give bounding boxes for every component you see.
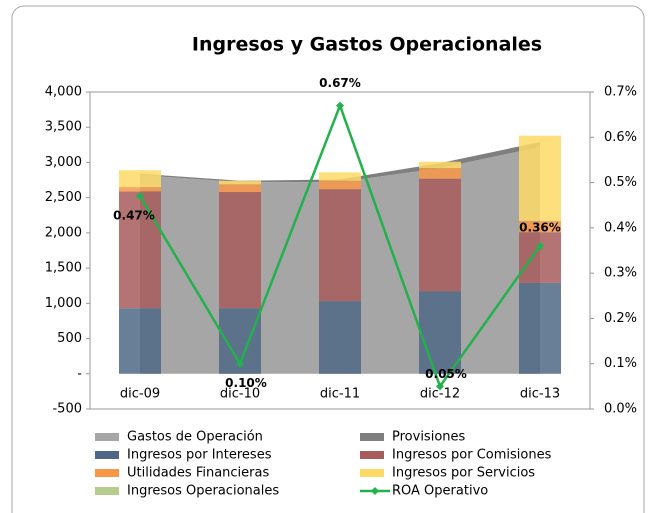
bar bbox=[419, 168, 461, 179]
legend-label: Ingresos por Intereses bbox=[127, 448, 272, 463]
bar bbox=[419, 178, 461, 292]
y-tick-label: 1,000 bbox=[45, 296, 82, 311]
data-label: 0.47% bbox=[113, 209, 155, 223]
y2-tick-label: 0.5% bbox=[604, 175, 637, 190]
line-marker bbox=[436, 382, 444, 391]
legend-label: Ingresos por Comisiones bbox=[392, 448, 552, 463]
y-tick-label: 3,500 bbox=[45, 120, 82, 135]
y-tick-label: 500 bbox=[57, 331, 82, 346]
legend-label: Ingresos Operacionales bbox=[127, 484, 279, 499]
legend-swatch bbox=[360, 433, 384, 441]
data-label: 0.05% bbox=[425, 367, 467, 381]
bar bbox=[319, 180, 361, 190]
bar bbox=[519, 282, 561, 374]
y2-tick-label: 0.3% bbox=[604, 266, 637, 281]
legend-swatch bbox=[360, 451, 384, 459]
legend-label: Gastos de Operación bbox=[127, 430, 263, 445]
y-tick-label: - bbox=[77, 366, 82, 381]
chart-title: Ingresos y Gastos Operacionales bbox=[192, 34, 542, 56]
y2-tick-label: 0.2% bbox=[604, 311, 637, 326]
x-tick-label: dic-09 bbox=[120, 387, 160, 402]
line-marker bbox=[536, 241, 544, 250]
x-tick-label: dic-13 bbox=[520, 387, 560, 402]
legend-label: Utilidades Financieras bbox=[127, 466, 269, 481]
bar bbox=[319, 172, 361, 181]
y-tick-label: 3,000 bbox=[45, 155, 82, 170]
y-tick-label: -500 bbox=[52, 402, 82, 417]
y2-tick-label: 0.0% bbox=[604, 402, 637, 417]
bar bbox=[319, 301, 361, 374]
data-label: 0.67% bbox=[319, 76, 361, 90]
y2-tick-label: 0.1% bbox=[604, 356, 637, 371]
bar bbox=[119, 308, 161, 374]
data-label: 0.10% bbox=[225, 376, 267, 390]
bar bbox=[119, 187, 161, 192]
plot-border bbox=[89, 91, 591, 410]
bar bbox=[419, 291, 461, 374]
line-marker bbox=[336, 101, 344, 110]
legend-swatch bbox=[95, 469, 119, 477]
y-tick-label: 4,000 bbox=[45, 85, 82, 100]
y-tick-label: 2,000 bbox=[45, 225, 82, 240]
y2-tick-label: 0.6% bbox=[604, 130, 637, 145]
bar bbox=[219, 184, 261, 193]
x-tick-label: dic-11 bbox=[320, 387, 360, 402]
y2-tick-label: 0.4% bbox=[604, 220, 637, 235]
legend-label: Provisiones bbox=[392, 430, 466, 445]
legend-swatch bbox=[95, 433, 119, 441]
x-tick-label: dic-10 bbox=[220, 387, 260, 402]
legend-label: ROA Operativo bbox=[392, 484, 488, 499]
line-marker bbox=[136, 192, 144, 201]
legend-label: Ingresos por Servicios bbox=[392, 466, 535, 481]
bar bbox=[219, 180, 261, 185]
y-tick-label: 2,500 bbox=[45, 190, 82, 205]
bar bbox=[519, 232, 561, 283]
line-marker bbox=[236, 359, 244, 368]
bar bbox=[219, 192, 261, 309]
bar bbox=[319, 189, 361, 302]
data-label: 0.36% bbox=[519, 220, 561, 234]
legend-swatch bbox=[95, 451, 119, 459]
legend-marker bbox=[371, 487, 379, 495]
bar bbox=[419, 161, 461, 169]
legend-swatch bbox=[95, 487, 119, 495]
bar bbox=[519, 135, 561, 221]
bar bbox=[119, 170, 161, 188]
x-tick-label: dic-12 bbox=[420, 387, 460, 402]
legend-swatch bbox=[360, 469, 384, 477]
bar bbox=[119, 191, 161, 309]
y2-tick-label: 0.7% bbox=[604, 85, 637, 100]
y-tick-label: 1,500 bbox=[45, 261, 82, 276]
bar bbox=[519, 220, 561, 233]
